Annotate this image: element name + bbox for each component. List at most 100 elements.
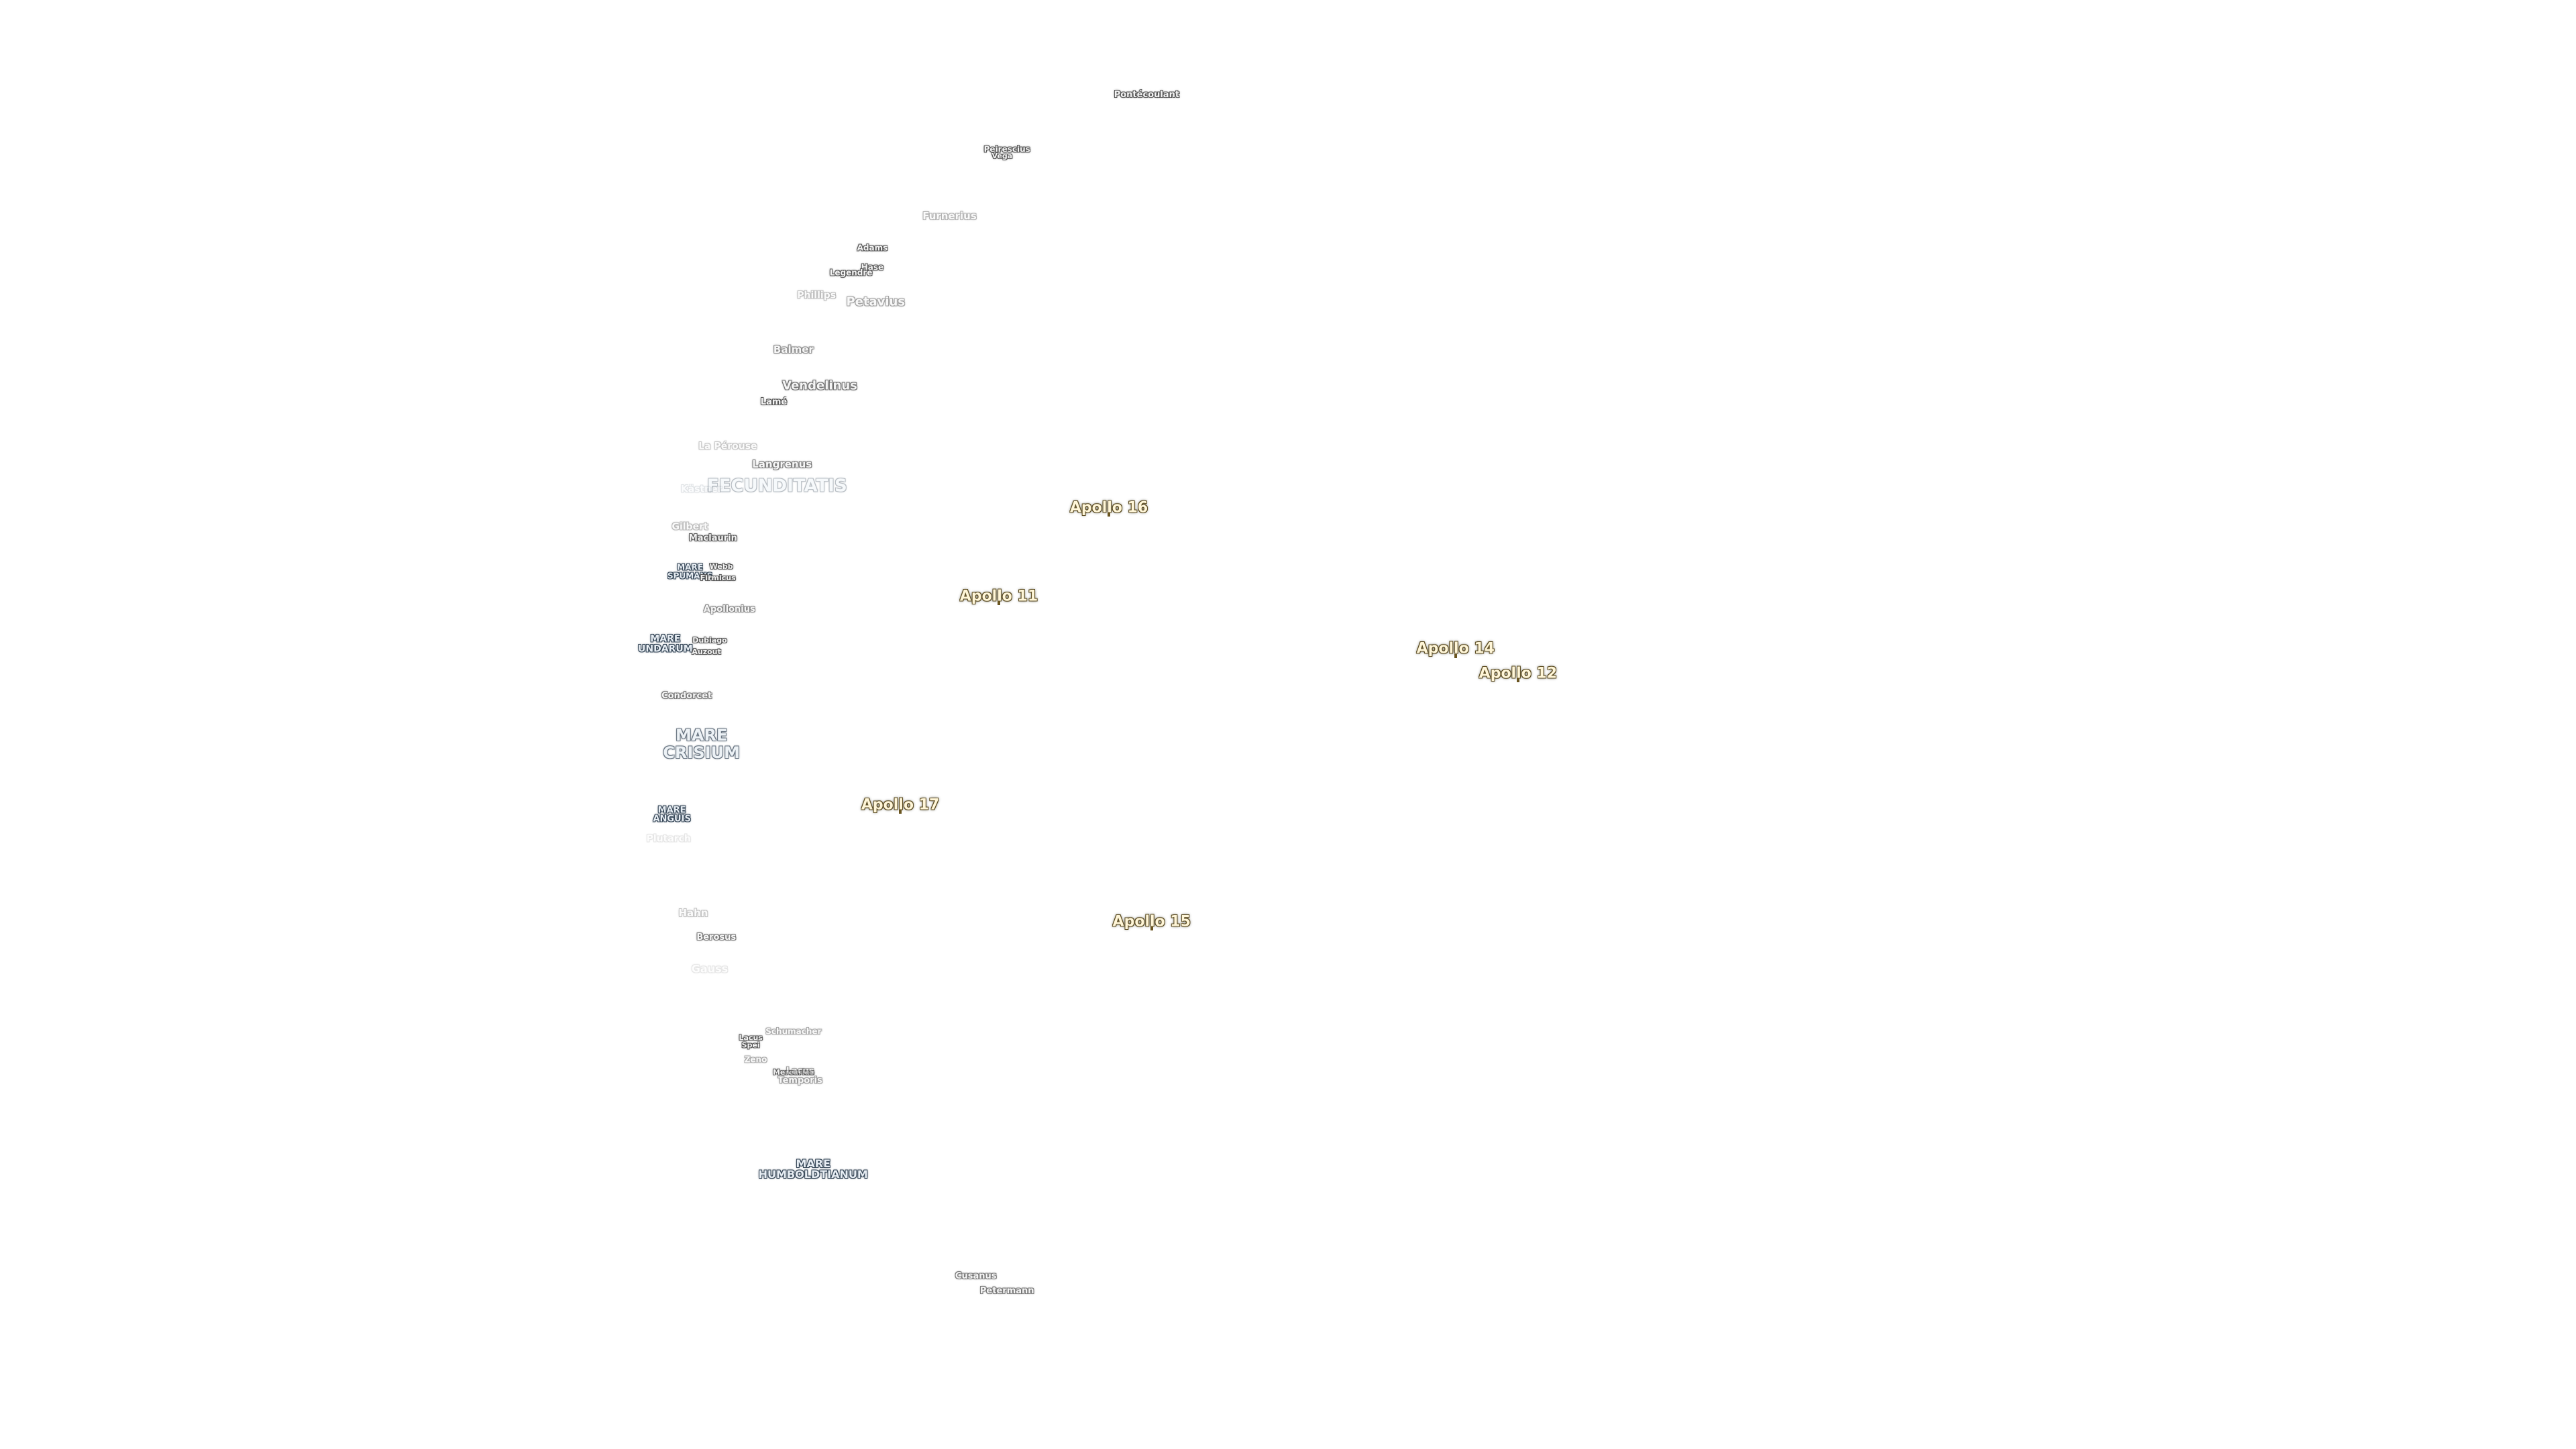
label-line: Firmicus (700, 574, 736, 583)
label-line: MARE (650, 633, 681, 645)
label-line: MARE (657, 805, 686, 816)
label-line: Vega (991, 151, 1013, 160)
label-line: Cusanus (955, 1271, 997, 1282)
label-line: La Pérouse (698, 441, 757, 452)
label-line: Lacus (739, 1033, 763, 1042)
landing-site-marker (1108, 513, 1111, 517)
crater-label: Peirescius (983, 144, 1030, 154)
crater-label: Maclaurin (689, 534, 737, 543)
label-line: Plutarch (646, 834, 691, 845)
label-line: MARE (677, 562, 703, 572)
crater-label: Petermann (980, 1287, 1034, 1296)
label-line: Lamé (760, 397, 788, 408)
crater-label: La Pérouse (698, 442, 757, 452)
crater-label: Furnerius (922, 211, 977, 222)
crater-label: Plutarch (647, 835, 691, 845)
landing-site-marker (1150, 926, 1153, 931)
mare-label: MARE SPUMANS (667, 564, 712, 580)
label-line: Auzout (692, 647, 721, 657)
landing-site-label: Apollo 16 (1069, 499, 1148, 517)
label-line: Berosus (696, 932, 737, 943)
crater-label: Berosus (696, 932, 737, 943)
mare-label: MARE ANGUIS (653, 806, 690, 824)
crater-label: Lamé (761, 398, 787, 407)
crater-label: Vendelinus (782, 378, 857, 393)
landing-site-marker (899, 810, 902, 814)
label-line: Zeno (744, 1055, 767, 1065)
label-line: MARE (796, 1157, 831, 1170)
label-line: Langrenus (752, 458, 812, 471)
label-line: Dubiago (692, 636, 727, 645)
label-line: Kästner (680, 484, 722, 495)
label-line: Condorcet (661, 691, 712, 702)
label-line: Lacus (786, 1066, 814, 1077)
crater-label: Mercurius (773, 1069, 814, 1077)
crater-label: Phillips (797, 290, 836, 301)
mare-label: Kästner (681, 484, 722, 494)
label-line: Maclaurin (688, 533, 737, 544)
crater-label: Langrenus (752, 458, 812, 471)
landing-site-label: Apollo 15 (1112, 913, 1191, 930)
label-line: UNDARUM (638, 643, 693, 654)
label-line: Temporis (777, 1075, 822, 1086)
label-line: Adams (857, 243, 888, 253)
label-line: Schumacher (765, 1026, 822, 1036)
landing-site-label: Apollo 17 (861, 796, 940, 814)
label-line: Gilbert (672, 521, 708, 533)
crater-label: Apollonius (704, 605, 755, 614)
crater-label: Pontécoulant (1114, 91, 1179, 100)
crater-label: Legendre (830, 268, 873, 277)
crater-label: Zeno (745, 1055, 767, 1064)
crater-label: Gilbert (672, 523, 708, 533)
mare-label: MARE HUMBOLDTIANUM (758, 1157, 868, 1181)
label-line: Legendre (829, 268, 873, 278)
label-line: ANGUIS (653, 814, 691, 824)
label-line: Mercurius (772, 1068, 814, 1077)
label-line: SPUMANS (667, 571, 713, 581)
crater-label: Petavius (846, 294, 906, 309)
crater-label: Adams (857, 244, 888, 252)
label-line: FECUNDITATIS (707, 476, 847, 496)
crater-label: Firmicus (700, 574, 736, 582)
landing-site-label: Apollo 12 (1479, 665, 1558, 682)
label-line: Hahn (678, 906, 708, 919)
landing-site-marker (997, 601, 1000, 606)
crater-label: Cusanus (955, 1272, 997, 1281)
landing-site-label: Apollo 11 (959, 588, 1038, 605)
crater-label: Lacus Temporis (777, 1067, 822, 1085)
label-line: HUMBOLDTIANUM (758, 1168, 868, 1181)
label-line: Petermann (979, 1286, 1034, 1297)
mare-label: FECUNDITATIS (707, 476, 847, 496)
crater-label: Webb (710, 563, 733, 571)
label-line: Balmer (773, 343, 814, 356)
mare-label: MARE UNDARUM (638, 634, 693, 653)
crater-label: Hase (861, 264, 883, 272)
mare-label: MARE CRISIUM (663, 727, 740, 761)
label-line: MARE (676, 726, 728, 745)
label-line: Petavius (846, 294, 906, 309)
landing-site-marker (1454, 653, 1457, 658)
landing-site-label: Apollo 14 (1416, 640, 1495, 657)
label-line: Hase (861, 262, 884, 272)
crater-label: Balmer (773, 343, 814, 356)
label-line: Apollonius (703, 604, 755, 614)
label-line: Vendelinus (782, 378, 857, 393)
crater-label: Dubiago (692, 637, 727, 645)
landing-site-marker (1516, 678, 1519, 683)
label-line: CRISIUM (663, 743, 741, 762)
crater-label: Schumacher (765, 1028, 821, 1036)
crater-label: Condorcet (661, 692, 712, 702)
crater-label: Auzout (692, 648, 720, 656)
crater-label: Hahn (678, 908, 708, 919)
label-line: Gauss (691, 962, 729, 975)
crater-label: Lacus Spei (739, 1034, 763, 1049)
crater-label: Gauss (692, 963, 728, 975)
label-line: Webb (709, 562, 733, 572)
label-line: Pontécoulant (1114, 90, 1180, 101)
label-line: Phillips (797, 290, 837, 301)
crater-label: Vega (992, 152, 1013, 160)
label-line: Peirescius (983, 144, 1030, 154)
label-line: Furnerius (922, 210, 977, 223)
label-line: Spei (741, 1040, 760, 1050)
